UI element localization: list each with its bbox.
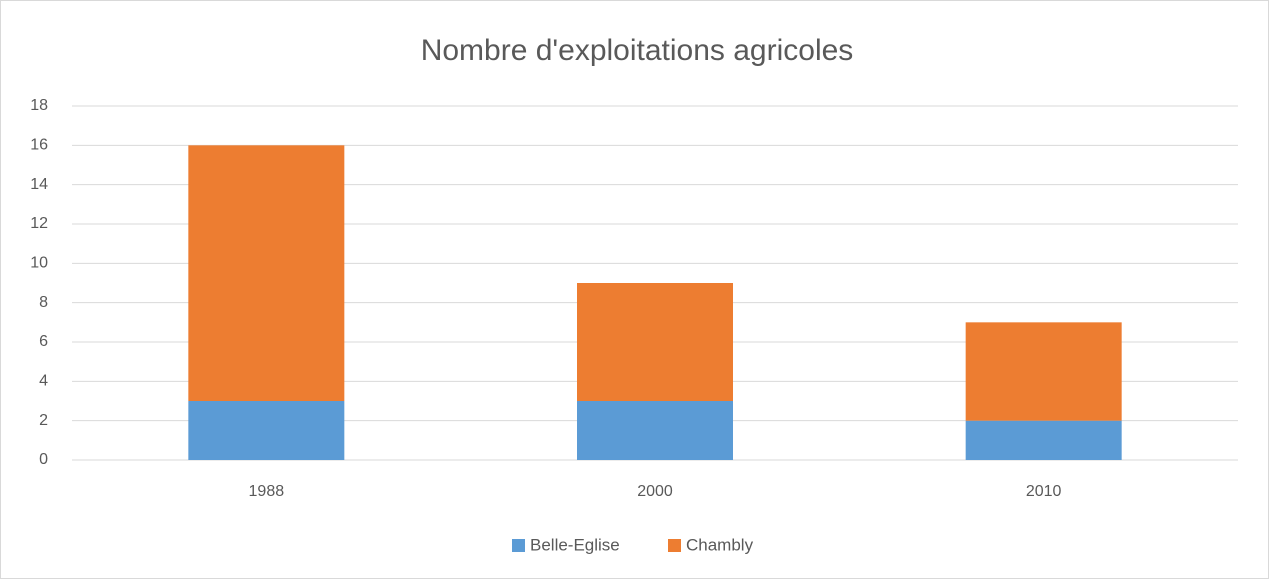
y-tick-label: 14 — [30, 176, 48, 193]
bar-segment — [577, 401, 733, 460]
y-tick-label: 6 — [39, 333, 48, 350]
bar-segment — [188, 145, 345, 401]
legend-swatch — [668, 539, 681, 552]
chart-title: Nombre d'exploitations agricoles — [421, 34, 854, 67]
x-tick-label: 2010 — [1026, 483, 1062, 500]
y-tick-label: 4 — [39, 373, 48, 390]
legend-swatch — [512, 539, 525, 552]
bar-segment — [965, 322, 1122, 421]
legend-label: Chambly — [686, 535, 754, 554]
x-tick-label: 1988 — [249, 483, 285, 500]
x-tick-label: 2000 — [637, 483, 673, 500]
bar-segment — [965, 420, 1122, 460]
legend-label: Belle-Eglise — [530, 535, 620, 554]
y-tick-label: 2 — [39, 412, 48, 429]
y-tick-label: 12 — [30, 215, 48, 232]
y-tick-label: 18 — [30, 97, 48, 114]
bar-segment — [188, 401, 345, 460]
y-tick-label: 10 — [30, 255, 48, 272]
y-tick-label: 8 — [39, 294, 48, 311]
y-tick-label: 0 — [39, 451, 48, 468]
y-tick-label: 16 — [30, 137, 48, 154]
bar-segment — [577, 283, 733, 401]
